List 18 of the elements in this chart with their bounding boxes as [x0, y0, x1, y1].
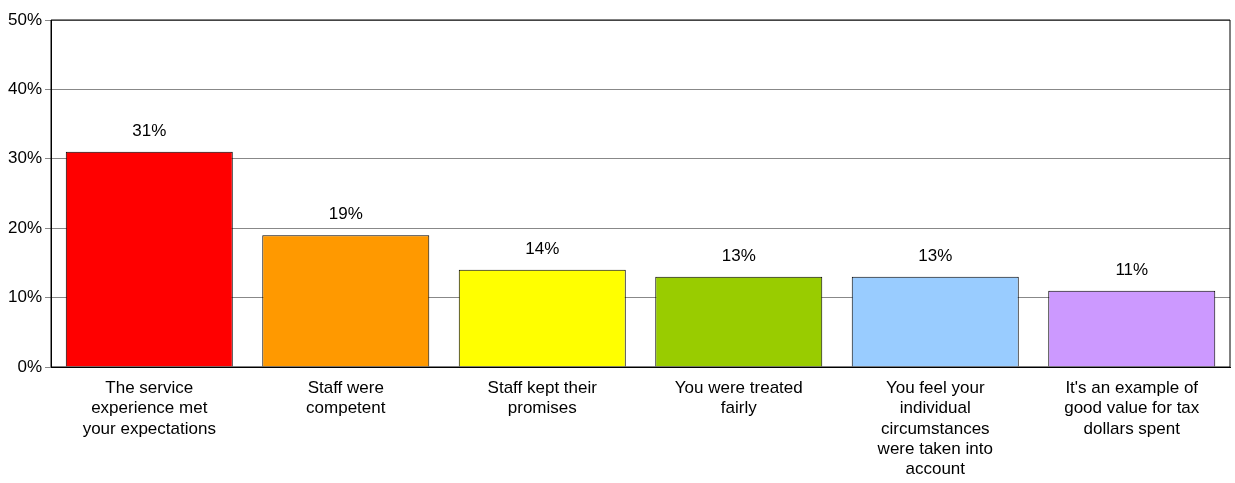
y-tick-label: 0% — [17, 356, 43, 376]
y-tick-label: 20% — [7, 217, 43, 237]
y-tick-label: 40% — [7, 79, 43, 99]
data-label: 13% — [918, 245, 953, 265]
x-tick-label: It's an example of good value for tax dollars spent — [1064, 377, 1200, 438]
data-label: 11% — [1115, 259, 1149, 279]
x-tick-label: You feel your individual circumstances were taken into account — [876, 377, 993, 479]
data-label: 13% — [721, 245, 756, 265]
x-tick-label: The service experience met your expectations — [82, 377, 216, 438]
x-tick-label: Staff kept their promises — [487, 377, 598, 418]
data-label: 14% — [525, 239, 560, 259]
y-tick-label: 30% — [7, 148, 43, 168]
data-label: 31% — [132, 121, 167, 141]
x-tick-label: You were treated fairly — [674, 377, 803, 418]
x-tick-label: Staff were competent — [306, 377, 386, 418]
data-label: 19% — [328, 204, 363, 224]
y-tick-label: 50% — [7, 9, 43, 29]
y-tick-label: 10% — [7, 287, 43, 307]
